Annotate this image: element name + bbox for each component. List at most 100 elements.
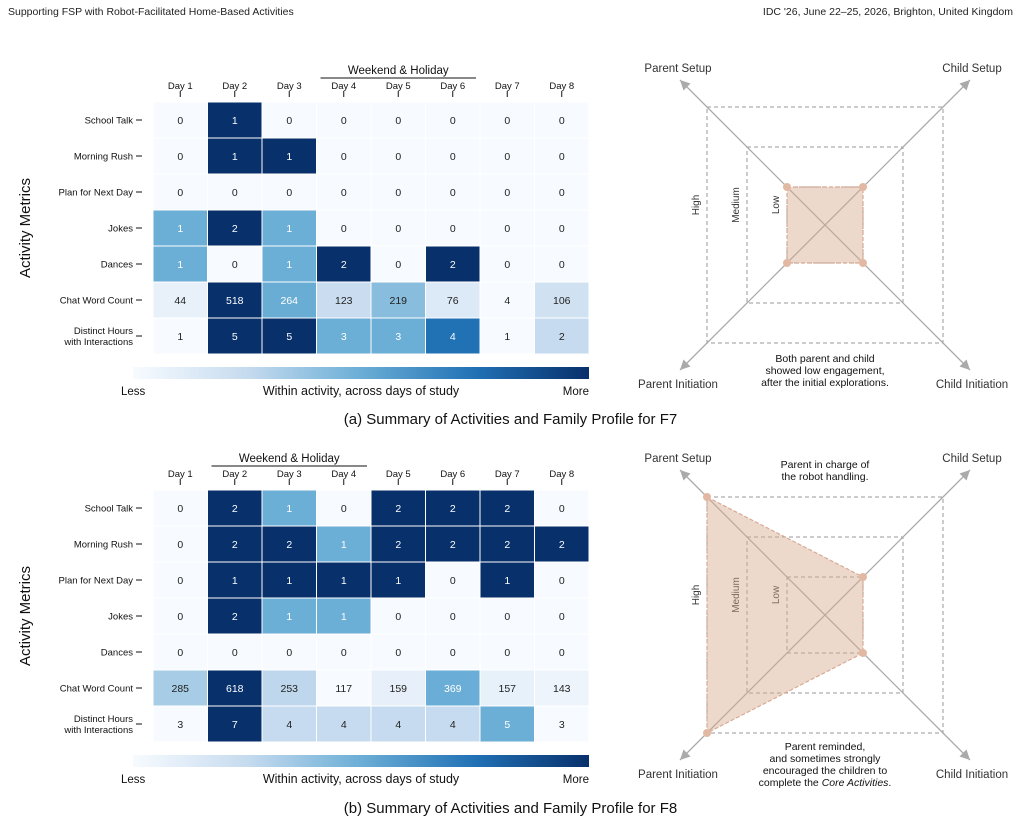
row-label-1-2: Plan for Next Day [59,576,134,587]
row-label-1-4: Dances [101,648,133,659]
row-label-0-0: School Talk [85,116,134,127]
heatmap-cell-0-0-3 [316,101,372,139]
cell-value-1-2-2: 1 [286,575,292,587]
row-label-0-3: Jokes [108,224,133,235]
cell-value-0-4-6: 0 [504,259,510,271]
radar-note-0-0-0: Both parent and child [775,353,874,365]
cell-value-1-3-2: 1 [286,611,292,623]
heatmap-cell-1-6-3 [316,705,372,743]
cell-value-0-4-0: 1 [177,259,183,271]
cell-value-1-1-1: 2 [232,539,238,551]
radar-arrow-0-1 [959,80,970,91]
radar-axis-diag2-0 [679,79,971,371]
radar-axis-diag2-1 [679,469,971,761]
heatmap-cell-0-4-2 [261,245,317,283]
heatmap-cell-1-4-6 [479,633,535,671]
radar-arrow-1-2 [959,749,970,760]
heatmap-cell-1-6-6 [479,705,535,743]
day-label-1-1: Day 2 [222,469,247,480]
cell-value-0-4-4: 0 [395,259,401,271]
cell-value-1-3-3: 1 [341,611,347,623]
cell-value-0-6-5: 4 [450,331,456,343]
day-label-0-3: Day 4 [331,81,356,92]
cell-value-0-0-1: 1 [232,115,238,127]
radar-axis-label-0-2: Child Initiation [936,379,1008,391]
colorbar-min-label-0: Less [121,386,146,398]
heatmap-cell-1-5-3 [316,669,372,707]
radar-point-0-2 [859,259,867,267]
cell-value-0-1-7: 0 [559,151,565,163]
heatmap-cell-1-1-0 [152,525,208,563]
cell-value-1-1-5: 2 [450,539,456,551]
cell-value-1-0-5: 2 [450,503,456,515]
cell-value-1-3-1: 2 [232,611,238,623]
heatmap-cell-0-4-1 [207,245,263,283]
cell-value-0-4-7: 0 [559,259,565,271]
row-label-0-4: Dances [101,260,133,271]
radar-note-1-1-0: Parent reminded, [785,741,866,753]
cell-value-1-6-7: 3 [559,719,565,731]
cell-value-1-1-3: 1 [341,539,347,551]
cell-value-0-3-7: 0 [559,223,565,235]
heatmap-cell-0-5-4 [370,281,426,319]
heatmap-cell-1-2-6 [479,561,535,599]
radar-level-label-high-1: High [691,585,702,606]
cell-value-0-0-7: 0 [559,115,565,127]
cell-value-0-2-6: 0 [504,187,510,199]
cell-value-1-4-3: 0 [341,647,347,659]
cell-value-0-2-1: 0 [232,187,238,199]
cell-value-0-6-0: 1 [177,331,183,343]
heatmap-cell-1-1-4 [370,525,426,563]
cell-value-1-5-4: 159 [389,683,407,695]
row-label-1-1: Morning Rush [74,540,133,551]
radar-note-part: complete the [759,777,822,789]
heatmap-cell-1-0-0 [152,489,208,527]
cell-value-1-1-7: 2 [559,539,565,551]
cell-value-0-2-5: 0 [450,187,456,199]
row-label-0-2: Plan for Next Day [59,188,134,199]
row-label-0-5: Chat Word Count [60,296,134,307]
cell-value-1-3-4: 0 [395,611,401,623]
heatmap-cell-1-1-7 [534,525,590,563]
heatmap-cell-0-0-1 [207,101,263,139]
cell-value-1-0-4: 2 [395,503,401,515]
row-label-1-0: School Talk [85,504,134,515]
cell-value-0-0-5: 0 [450,115,456,127]
heatmap-cell-1-3-1 [207,597,263,635]
colorbar-label-0: Within activity, across days of study [263,384,460,398]
cell-value-1-6-0: 3 [177,719,183,731]
row-label-1-6-0: Distinct Hours [74,714,133,725]
heatmap-cell-0-3-3 [316,209,372,247]
cell-value-0-4-2: 1 [286,259,292,271]
colorbar-label-1: Within activity, across days of study [263,772,460,786]
heatmap-cell-1-0-2 [261,489,317,527]
cell-value-1-3-6: 0 [504,611,510,623]
cell-value-1-2-5: 0 [450,575,456,587]
heatmap-cell-1-2-2 [261,561,317,599]
radar-arrow-0-0 [680,80,691,91]
cell-value-0-0-4: 0 [395,115,401,127]
cell-value-0-5-1: 518 [226,295,244,307]
cell-value-1-2-3: 1 [341,575,347,587]
cell-value-0-1-6: 0 [504,151,510,163]
radar-arrow-1-3 [680,749,691,760]
cell-value-0-0-0: 0 [177,115,183,127]
cell-value-0-4-3: 2 [341,259,347,271]
heatmap-cell-0-3-6 [479,209,535,247]
heatmap-cell-1-0-6 [479,489,535,527]
day-label-0-2: Day 3 [277,81,302,92]
y-axis-title-0: Activity Metrics [17,178,34,278]
cell-value-1-2-1: 1 [232,575,238,587]
radar-level-label-medium-0: Medium [731,187,742,223]
radar-arrow-1-0 [680,470,691,481]
radar-arrow-0-3 [680,359,691,370]
radar-point-1-0 [703,493,711,501]
cell-value-0-1-2: 1 [286,151,292,163]
radar-axis-label-0-0: Parent Setup [644,63,711,75]
radar-shape-0 [786,186,864,264]
radar-level-medium-0 [746,146,904,304]
cell-value-1-6-6: 5 [504,719,510,731]
cell-value-1-1-6: 2 [504,539,510,551]
day-label-0-4: Day 5 [386,81,411,92]
